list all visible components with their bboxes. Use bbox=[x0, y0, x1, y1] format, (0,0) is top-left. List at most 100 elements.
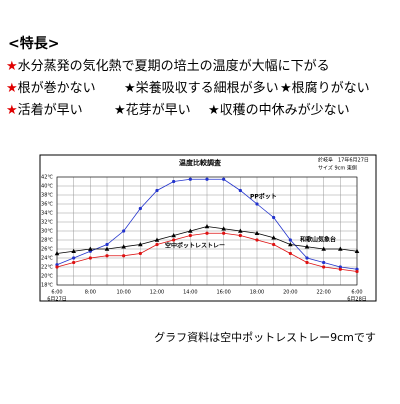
header-title: <特長> bbox=[8, 35, 59, 52]
marker bbox=[88, 256, 92, 260]
feature: ★根が巻かない bbox=[6, 81, 96, 96]
marker bbox=[72, 260, 76, 265]
x-tick-label: 16:00 bbox=[216, 290, 230, 296]
marker bbox=[71, 248, 76, 254]
marker bbox=[222, 231, 226, 235]
y-tick-label: 38℃ bbox=[41, 193, 53, 199]
marker bbox=[338, 267, 342, 271]
marker bbox=[238, 188, 242, 193]
marker bbox=[55, 265, 59, 269]
series-label: 和歌山気象台 bbox=[299, 236, 336, 244]
marker bbox=[304, 244, 310, 249]
feature: ★栄養吸収する細根が多い bbox=[124, 80, 279, 96]
y-tick-label: 18℃ bbox=[41, 283, 53, 289]
marker bbox=[204, 224, 210, 229]
feature-text: 根が巻かない bbox=[18, 81, 96, 96]
marker bbox=[122, 229, 126, 233]
feature: ★水分蒸発の気化熱で夏期の培土の温度が大幅に下がる bbox=[6, 58, 330, 74]
marker bbox=[322, 260, 326, 265]
marker bbox=[88, 246, 93, 251]
x-tick-label: 20:00 bbox=[283, 290, 297, 296]
y-tick-label: 20℃ bbox=[41, 274, 53, 280]
marker bbox=[138, 206, 142, 211]
marker bbox=[121, 244, 126, 249]
plot-frame bbox=[56, 176, 358, 286]
y-tick-label: 30℃ bbox=[41, 229, 53, 235]
marker bbox=[288, 238, 292, 242]
feature-text: 収穫の中休みが少ない bbox=[220, 103, 350, 118]
star: ★ bbox=[208, 103, 220, 118]
marker bbox=[321, 246, 326, 251]
x-tick-label: 22:00 bbox=[316, 290, 330, 296]
marker bbox=[122, 254, 126, 258]
marker bbox=[188, 228, 193, 233]
marker bbox=[55, 263, 59, 267]
star: ★ bbox=[280, 81, 292, 96]
feature: ★根腐りがない bbox=[280, 81, 370, 96]
x-tick-label: 12:00 bbox=[150, 290, 164, 296]
marker bbox=[305, 256, 309, 260]
marker bbox=[171, 233, 176, 238]
series-label: 空中ポットレストレー bbox=[165, 242, 225, 250]
marker bbox=[205, 177, 209, 181]
x-tick-label: 6:00 bbox=[351, 290, 362, 296]
marker bbox=[288, 242, 293, 247]
x-tick-label: 8:00 bbox=[85, 290, 96, 296]
marker bbox=[172, 179, 176, 184]
marker bbox=[138, 251, 142, 256]
marker bbox=[355, 269, 359, 274]
star: ★ bbox=[6, 103, 18, 118]
marker bbox=[104, 246, 110, 251]
marker bbox=[155, 242, 159, 247]
y-tick-label: 40℃ bbox=[41, 184, 53, 190]
marker bbox=[272, 215, 276, 220]
marker bbox=[288, 251, 292, 256]
star: ★ bbox=[114, 103, 126, 118]
marker bbox=[255, 238, 259, 242]
x-tick-label: 18:00 bbox=[250, 290, 264, 296]
marker bbox=[255, 202, 259, 206]
marker bbox=[271, 235, 276, 240]
feature-text: 活着が早い bbox=[18, 102, 83, 118]
chart-note: 於岐阜 17年6月27日 bbox=[318, 157, 369, 164]
feature-text: 栄養吸収する細根が多い bbox=[136, 80, 279, 96]
marker bbox=[72, 256, 76, 260]
y-tick-label: 42℃ bbox=[41, 175, 53, 181]
star: ★ bbox=[6, 59, 18, 74]
y-tick-label: 36℃ bbox=[41, 202, 53, 208]
feature-text: 根腐りがない bbox=[292, 81, 370, 96]
feature-text: 水分蒸発の気化熱で夏期の培土の温度が大幅に下がる bbox=[18, 58, 330, 74]
x-tick-label: 10:00 bbox=[116, 290, 130, 296]
caption: グラフ資料は空中ポットレストレー9cmです bbox=[154, 330, 376, 344]
x-tick-label: 6:00 bbox=[51, 290, 62, 296]
star: ★ bbox=[6, 81, 18, 96]
marker bbox=[355, 267, 359, 271]
marker bbox=[322, 265, 326, 269]
marker bbox=[238, 228, 243, 233]
marker bbox=[238, 233, 242, 238]
marker bbox=[188, 177, 192, 181]
marker bbox=[338, 265, 342, 269]
marker bbox=[105, 242, 109, 247]
marker bbox=[272, 242, 276, 247]
date-label: 6月28日 bbox=[347, 297, 367, 303]
marker bbox=[188, 233, 192, 238]
y-tick-label: 22℃ bbox=[41, 265, 53, 271]
marker bbox=[105, 254, 109, 258]
marker bbox=[254, 230, 260, 236]
marker bbox=[138, 242, 143, 247]
y-tick-label: 34℃ bbox=[41, 211, 53, 217]
marker bbox=[222, 177, 226, 181]
marker bbox=[205, 231, 209, 235]
y-tick-label: 26℃ bbox=[41, 247, 53, 253]
star: ★ bbox=[124, 81, 136, 96]
marker bbox=[155, 188, 159, 193]
marker bbox=[221, 226, 226, 231]
y-tick-label: 28℃ bbox=[41, 238, 53, 244]
chart-note: サイズ 9cm 東側 bbox=[318, 165, 357, 172]
y-tick-label: 24℃ bbox=[41, 256, 53, 262]
x-tick-label: 14:00 bbox=[183, 290, 197, 296]
feature: ★活着が早い bbox=[6, 102, 83, 118]
marker bbox=[54, 251, 60, 256]
